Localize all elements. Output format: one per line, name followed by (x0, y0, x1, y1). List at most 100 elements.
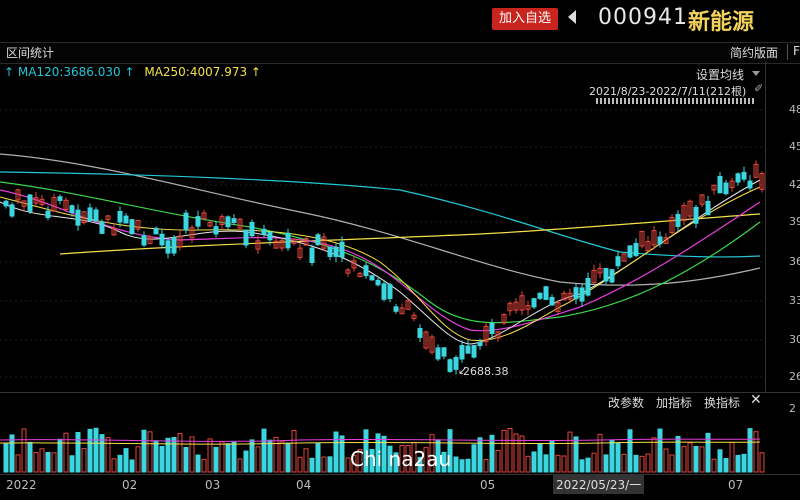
candle (579, 287, 585, 302)
volume-bar (15, 454, 21, 473)
volume-bar (33, 452, 39, 473)
volume-bar (663, 448, 669, 473)
low-marker-arrow: ↙ (458, 364, 467, 377)
volume-bar (207, 438, 213, 473)
back-arrow-icon[interactable] (568, 10, 576, 24)
volume-bar (441, 451, 447, 473)
close-icon[interactable]: ✕ (750, 392, 762, 408)
chevron-down-icon[interactable] (752, 71, 760, 76)
switch-indicator-button[interactable]: 换指标 (704, 396, 741, 410)
candle (153, 227, 159, 235)
candle (447, 359, 453, 372)
candle (681, 204, 687, 221)
stock-name: 新能源 (688, 10, 755, 35)
volume-bar (153, 440, 159, 473)
volume-bar (285, 442, 291, 473)
candle (489, 322, 495, 335)
volume-chart[interactable] (0, 410, 765, 474)
interval-stats-button[interactable]: 区间统计 (6, 46, 55, 60)
volume-bar (183, 446, 189, 473)
candle (483, 325, 489, 343)
candle (135, 219, 141, 230)
candle (531, 298, 537, 308)
volume-bar (375, 433, 381, 473)
candle (441, 347, 447, 357)
candle (759, 173, 765, 190)
candle (51, 197, 57, 212)
volume-bar (57, 438, 63, 473)
candle (585, 277, 591, 296)
volume-bar (135, 446, 141, 473)
candle (597, 267, 603, 274)
range-slider[interactable] (596, 98, 756, 104)
candle (309, 247, 315, 263)
candle (561, 292, 567, 301)
volume-bar (231, 441, 237, 473)
volume-bar (483, 459, 489, 473)
pin-icon[interactable]: ✐ (754, 82, 764, 95)
top-bar (0, 0, 800, 42)
volume-bar (111, 458, 117, 473)
volume-bar (681, 446, 687, 473)
candle (45, 210, 51, 219)
simple-layout-button[interactable]: 简约版面 (730, 46, 779, 60)
volume-bar (423, 447, 429, 473)
volume-bar (147, 431, 153, 473)
set-ma-button[interactable]: 设置均线 (696, 68, 745, 82)
volume-bar (405, 445, 411, 473)
volume-bar (75, 431, 81, 473)
candle (393, 306, 399, 312)
candle (3, 200, 9, 207)
volume-bar (729, 442, 735, 473)
volume-bar (123, 448, 129, 473)
candle (651, 230, 657, 246)
ma-white-line (0, 179, 761, 345)
candle (69, 205, 75, 213)
ma120-line (0, 171, 761, 258)
volume-bar (687, 442, 693, 473)
candle (201, 212, 207, 220)
ma-yellow-short-line (0, 186, 761, 342)
volume-bar (471, 444, 477, 473)
volume-bar (717, 449, 723, 473)
volume-bar (531, 451, 537, 473)
candlestick-chart[interactable]: ↙ (0, 62, 765, 392)
volume-bar (255, 446, 261, 473)
volume-bar (639, 455, 645, 473)
candle (387, 284, 393, 299)
volume-bar (723, 458, 729, 473)
candle (255, 240, 261, 250)
volume-bar (387, 445, 393, 473)
volume-bar (369, 448, 375, 473)
candle (405, 300, 411, 310)
candle (555, 302, 561, 312)
volume-bar (297, 456, 303, 473)
volume-bar (735, 454, 741, 473)
candle (249, 222, 255, 237)
volume-bar (501, 429, 507, 473)
volume-bar (567, 431, 573, 473)
volume-bar (459, 459, 465, 473)
stock-code: 000941 (598, 5, 688, 30)
volume-bar (573, 436, 579, 473)
candle (381, 283, 387, 300)
x-tick: 03 (205, 478, 221, 492)
candle (501, 314, 507, 324)
watermark: Chi na2au (350, 447, 452, 471)
candle (537, 292, 543, 299)
candle (423, 331, 429, 349)
candle (21, 200, 27, 207)
volume-bar (27, 441, 33, 473)
add-indicator-button[interactable]: 加指标 (656, 396, 693, 410)
add-to-watchlist-button[interactable]: 加入自选 (492, 8, 558, 30)
volume-bar (39, 448, 45, 473)
candle (363, 265, 369, 277)
x-tick: 02 (122, 478, 138, 492)
change-params-button[interactable]: 改参数 (608, 396, 645, 410)
volume-bar (237, 458, 243, 473)
volume-bar (159, 446, 165, 473)
volume-bar (381, 435, 387, 473)
candle (321, 236, 327, 249)
candle (399, 307, 405, 315)
volume-bar (117, 454, 123, 473)
